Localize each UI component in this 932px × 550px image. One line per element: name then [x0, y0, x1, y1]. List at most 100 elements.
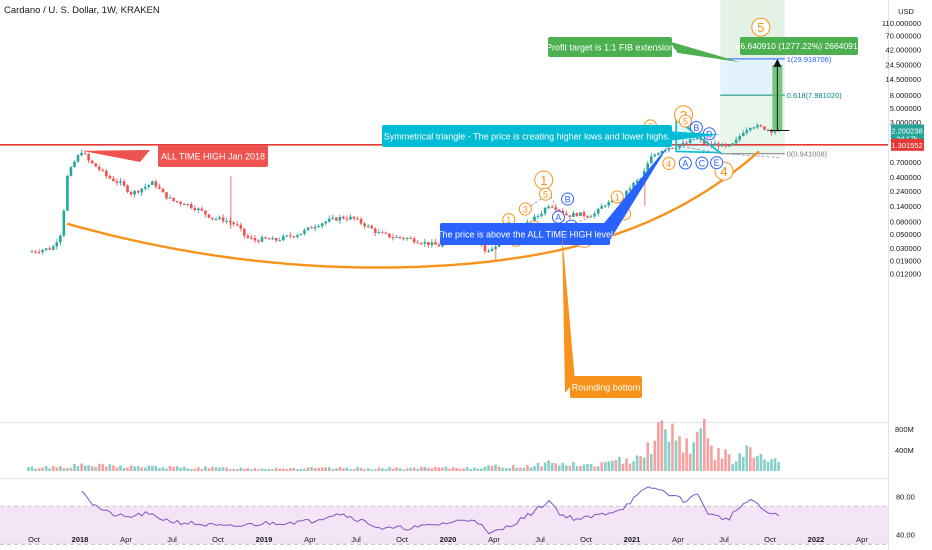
volume-bar	[766, 461, 770, 471]
candle-body	[437, 244, 441, 247]
candle-body	[179, 201, 182, 204]
candle-body	[423, 242, 427, 244]
price-tag-text: 1.301552	[891, 141, 922, 150]
volume-bar	[271, 469, 274, 471]
candle-body	[717, 143, 720, 147]
abc-label-text: B	[565, 195, 571, 205]
candle-body	[688, 139, 692, 144]
candle-body	[430, 242, 434, 246]
volume-bar	[504, 468, 508, 471]
volume-bar	[119, 465, 122, 471]
volume-bar	[285, 469, 289, 471]
volume-bar	[69, 467, 73, 471]
volume-bar	[243, 468, 246, 471]
volume-bar	[115, 467, 119, 471]
rounding-bottom-curve	[66, 150, 760, 269]
candle-body	[738, 135, 742, 140]
wave-label-text: 4	[666, 159, 671, 169]
wave-connector	[672, 144, 780, 158]
volume-bar	[667, 441, 671, 471]
rsi-tick-label: 40.00	[896, 531, 915, 540]
volume-bar	[777, 461, 780, 471]
volume-bar	[713, 459, 717, 471]
candle-body	[214, 218, 218, 220]
volume-bar	[423, 466, 427, 471]
volume-bar	[37, 468, 41, 471]
x-tick-label: Apr	[672, 535, 684, 544]
volume-bar	[543, 462, 547, 471]
candle-body	[543, 208, 547, 214]
candle-body	[37, 251, 41, 253]
wave-label-text: 1	[506, 215, 511, 225]
abc-label-circle	[678, 156, 692, 170]
x-tick-label: 2020	[440, 535, 457, 544]
callout-text: Profit target is 1:1 FIB extension	[546, 43, 674, 53]
volume-bar	[763, 459, 766, 471]
candle-body	[646, 163, 650, 171]
callout-pointer	[81, 150, 150, 162]
volume-bar	[384, 469, 388, 471]
candle-body	[90, 160, 94, 164]
volume-bar	[451, 467, 455, 471]
candle-body	[186, 203, 190, 206]
candle-body	[197, 208, 200, 211]
volume-bar	[533, 466, 536, 471]
volume-bar	[274, 467, 278, 471]
volume-bar	[501, 467, 504, 471]
volume-bar	[179, 467, 182, 471]
candle-body	[51, 246, 55, 250]
volume-bar	[688, 453, 692, 471]
candle-body	[62, 210, 66, 236]
volume-bar	[657, 422, 660, 471]
candle-body	[363, 223, 366, 227]
volume-bar	[444, 466, 448, 471]
y-tick-label: 14.500000	[886, 75, 921, 84]
candle-body	[373, 228, 377, 233]
candle-body	[239, 224, 243, 229]
candle-body	[554, 207, 558, 210]
volume-bar	[317, 467, 320, 471]
volume-bar	[186, 468, 190, 471]
candle-body	[136, 190, 140, 193]
volume-bar	[73, 463, 76, 471]
callout-box	[440, 223, 610, 245]
candle-body	[487, 251, 490, 253]
candle-body	[335, 217, 338, 221]
volume-bar	[618, 456, 621, 471]
candle-body	[320, 223, 324, 227]
volume-bar	[596, 466, 600, 471]
volume-bar	[306, 467, 310, 471]
volume-bar	[44, 466, 48, 471]
candle-body	[402, 237, 405, 239]
volume-bar	[331, 468, 335, 471]
candle-body	[59, 235, 62, 243]
volume-bar	[642, 457, 646, 471]
volume-bar	[405, 468, 409, 471]
candle-body	[409, 237, 412, 239]
volume-bar	[151, 465, 154, 471]
candle-body	[158, 186, 161, 189]
wave-label-circle	[662, 156, 676, 170]
volume-bar	[455, 467, 458, 471]
candle-body	[285, 235, 289, 237]
candle-body	[165, 192, 168, 199]
candle-body	[572, 212, 575, 217]
volume-bar	[402, 469, 405, 471]
candle-body	[303, 230, 306, 234]
y-tick-label: 42.000000	[886, 46, 921, 55]
volume-bar	[388, 467, 391, 471]
volume-bar	[154, 466, 158, 471]
x-tick-label: Oct	[580, 535, 593, 544]
wave-label-circle	[539, 187, 553, 201]
candle-body	[441, 244, 444, 247]
candle-body	[412, 238, 416, 243]
candle-body	[388, 233, 391, 238]
candle-body	[611, 200, 614, 203]
candle-body	[536, 215, 540, 217]
abc-label-circle	[561, 192, 575, 206]
volume-bar	[469, 469, 473, 471]
volume-bar	[281, 468, 285, 471]
volume-bar	[253, 468, 257, 471]
wave-label-text: 4	[720, 164, 727, 179]
candle-body	[76, 155, 80, 162]
